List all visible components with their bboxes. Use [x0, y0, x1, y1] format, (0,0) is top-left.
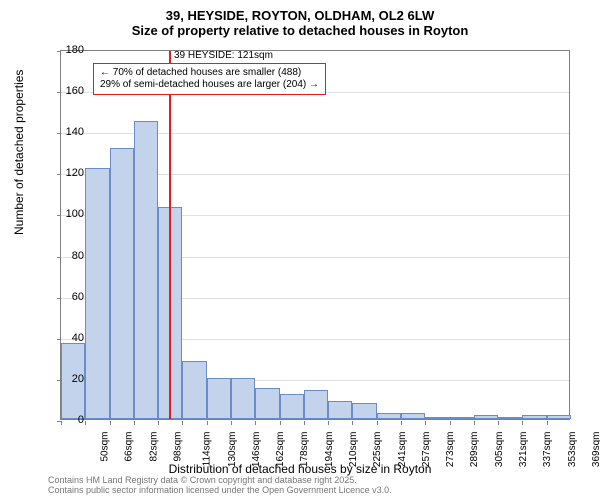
x-tick-mark	[134, 421, 135, 425]
chart-container: 39 HEYSIDE: 121sqm ← 70% of detached hous…	[60, 50, 570, 420]
x-tick-label: 50sqm	[100, 432, 111, 462]
histogram-bar	[352, 403, 376, 419]
y-tick-label: 120	[50, 167, 84, 179]
x-tick-mark	[474, 421, 475, 425]
x-tick-mark	[450, 421, 451, 425]
x-tick-mark	[377, 421, 378, 425]
histogram-bar	[377, 413, 401, 419]
histogram-bar	[328, 401, 352, 420]
x-tick-mark	[304, 421, 305, 425]
y-tick-label: 40	[50, 332, 84, 344]
histogram-bar	[182, 361, 206, 419]
y-tick-label: 20	[50, 373, 84, 385]
y-axis-label: Number of detached properties	[12, 70, 26, 235]
x-tick-label: 98sqm	[173, 432, 184, 462]
histogram-bar	[85, 168, 109, 419]
title-line1: 39, HEYSIDE, ROYTON, OLDHAM, OL2 6LW	[0, 8, 600, 23]
histogram-bar	[450, 417, 474, 419]
x-tick-mark	[280, 421, 281, 425]
histogram-bar	[498, 417, 522, 419]
plot-area: 39 HEYSIDE: 121sqm ← 70% of detached hous…	[60, 50, 570, 420]
histogram-bar	[255, 388, 279, 419]
x-tick-mark	[231, 421, 232, 425]
x-tick-label: 194sqm	[324, 432, 335, 468]
y-tick-label: 180	[50, 44, 84, 56]
histogram-bar	[401, 413, 425, 419]
histogram-bar	[474, 415, 498, 419]
y-tick-label: 60	[50, 291, 84, 303]
x-tick-label: 130sqm	[227, 432, 238, 468]
x-tick-label: 178sqm	[300, 432, 311, 468]
y-tick-label: 140	[50, 126, 84, 138]
annotation-box: 39 HEYSIDE: 121sqm← 70% of detached hous…	[93, 63, 326, 95]
histogram-bar	[110, 148, 134, 419]
x-tick-label: 210sqm	[348, 432, 359, 468]
footer-attribution: Contains HM Land Registry data © Crown c…	[48, 476, 392, 496]
x-tick-label: 273sqm	[445, 432, 456, 468]
x-tick-label: 321sqm	[518, 432, 529, 468]
histogram-bar	[425, 417, 449, 419]
x-tick-mark	[522, 421, 523, 425]
footer-line2: Contains public sector information licen…	[48, 486, 392, 496]
x-tick-mark	[425, 421, 426, 425]
x-tick-mark	[182, 421, 183, 425]
x-tick-mark	[110, 421, 111, 425]
x-tick-label: 225sqm	[372, 432, 383, 468]
x-tick-mark	[255, 421, 256, 425]
x-tick-label: 66sqm	[124, 432, 135, 462]
x-tick-mark	[158, 421, 159, 425]
y-tick-label: 80	[50, 250, 84, 262]
x-tick-label: 114sqm	[202, 432, 213, 467]
histogram-bar	[522, 415, 546, 419]
histogram-bar	[547, 415, 571, 419]
x-tick-label: 146sqm	[251, 432, 262, 468]
annotation-line2: 29% of semi-detached houses are larger (…	[100, 79, 319, 91]
y-tick-label: 0	[50, 414, 84, 426]
y-tick-label: 100	[50, 208, 84, 220]
marker-line	[169, 51, 171, 419]
x-tick-mark	[85, 421, 86, 425]
chart-title: 39, HEYSIDE, ROYTON, OLDHAM, OL2 6LW Siz…	[0, 0, 600, 38]
x-tick-label: 353sqm	[567, 432, 578, 468]
x-tick-mark	[328, 421, 329, 425]
annotation-line1: ← 70% of detached houses are smaller (48…	[100, 67, 319, 79]
x-tick-mark	[352, 421, 353, 425]
x-tick-mark	[401, 421, 402, 425]
histogram-bar	[134, 121, 158, 419]
x-tick-label: 162sqm	[275, 432, 286, 468]
x-tick-label: 257sqm	[421, 432, 432, 468]
histogram-bar	[231, 378, 255, 419]
x-tick-label: 82sqm	[148, 432, 159, 462]
x-tick-mark	[547, 421, 548, 425]
x-tick-label: 305sqm	[494, 432, 505, 468]
histogram-bar	[304, 390, 328, 419]
title-line2: Size of property relative to detached ho…	[0, 23, 600, 38]
annotation-title: 39 HEYSIDE: 121sqm	[174, 50, 273, 62]
histogram-bar	[280, 394, 304, 419]
histogram-bar	[207, 378, 231, 419]
x-tick-mark	[498, 421, 499, 425]
x-tick-label: 337sqm	[542, 432, 553, 468]
x-tick-mark	[207, 421, 208, 425]
x-tick-label: 289sqm	[470, 432, 481, 468]
x-tick-label: 241sqm	[397, 432, 408, 468]
x-tick-label: 369sqm	[591, 432, 600, 468]
y-tick-label: 160	[50, 85, 84, 97]
